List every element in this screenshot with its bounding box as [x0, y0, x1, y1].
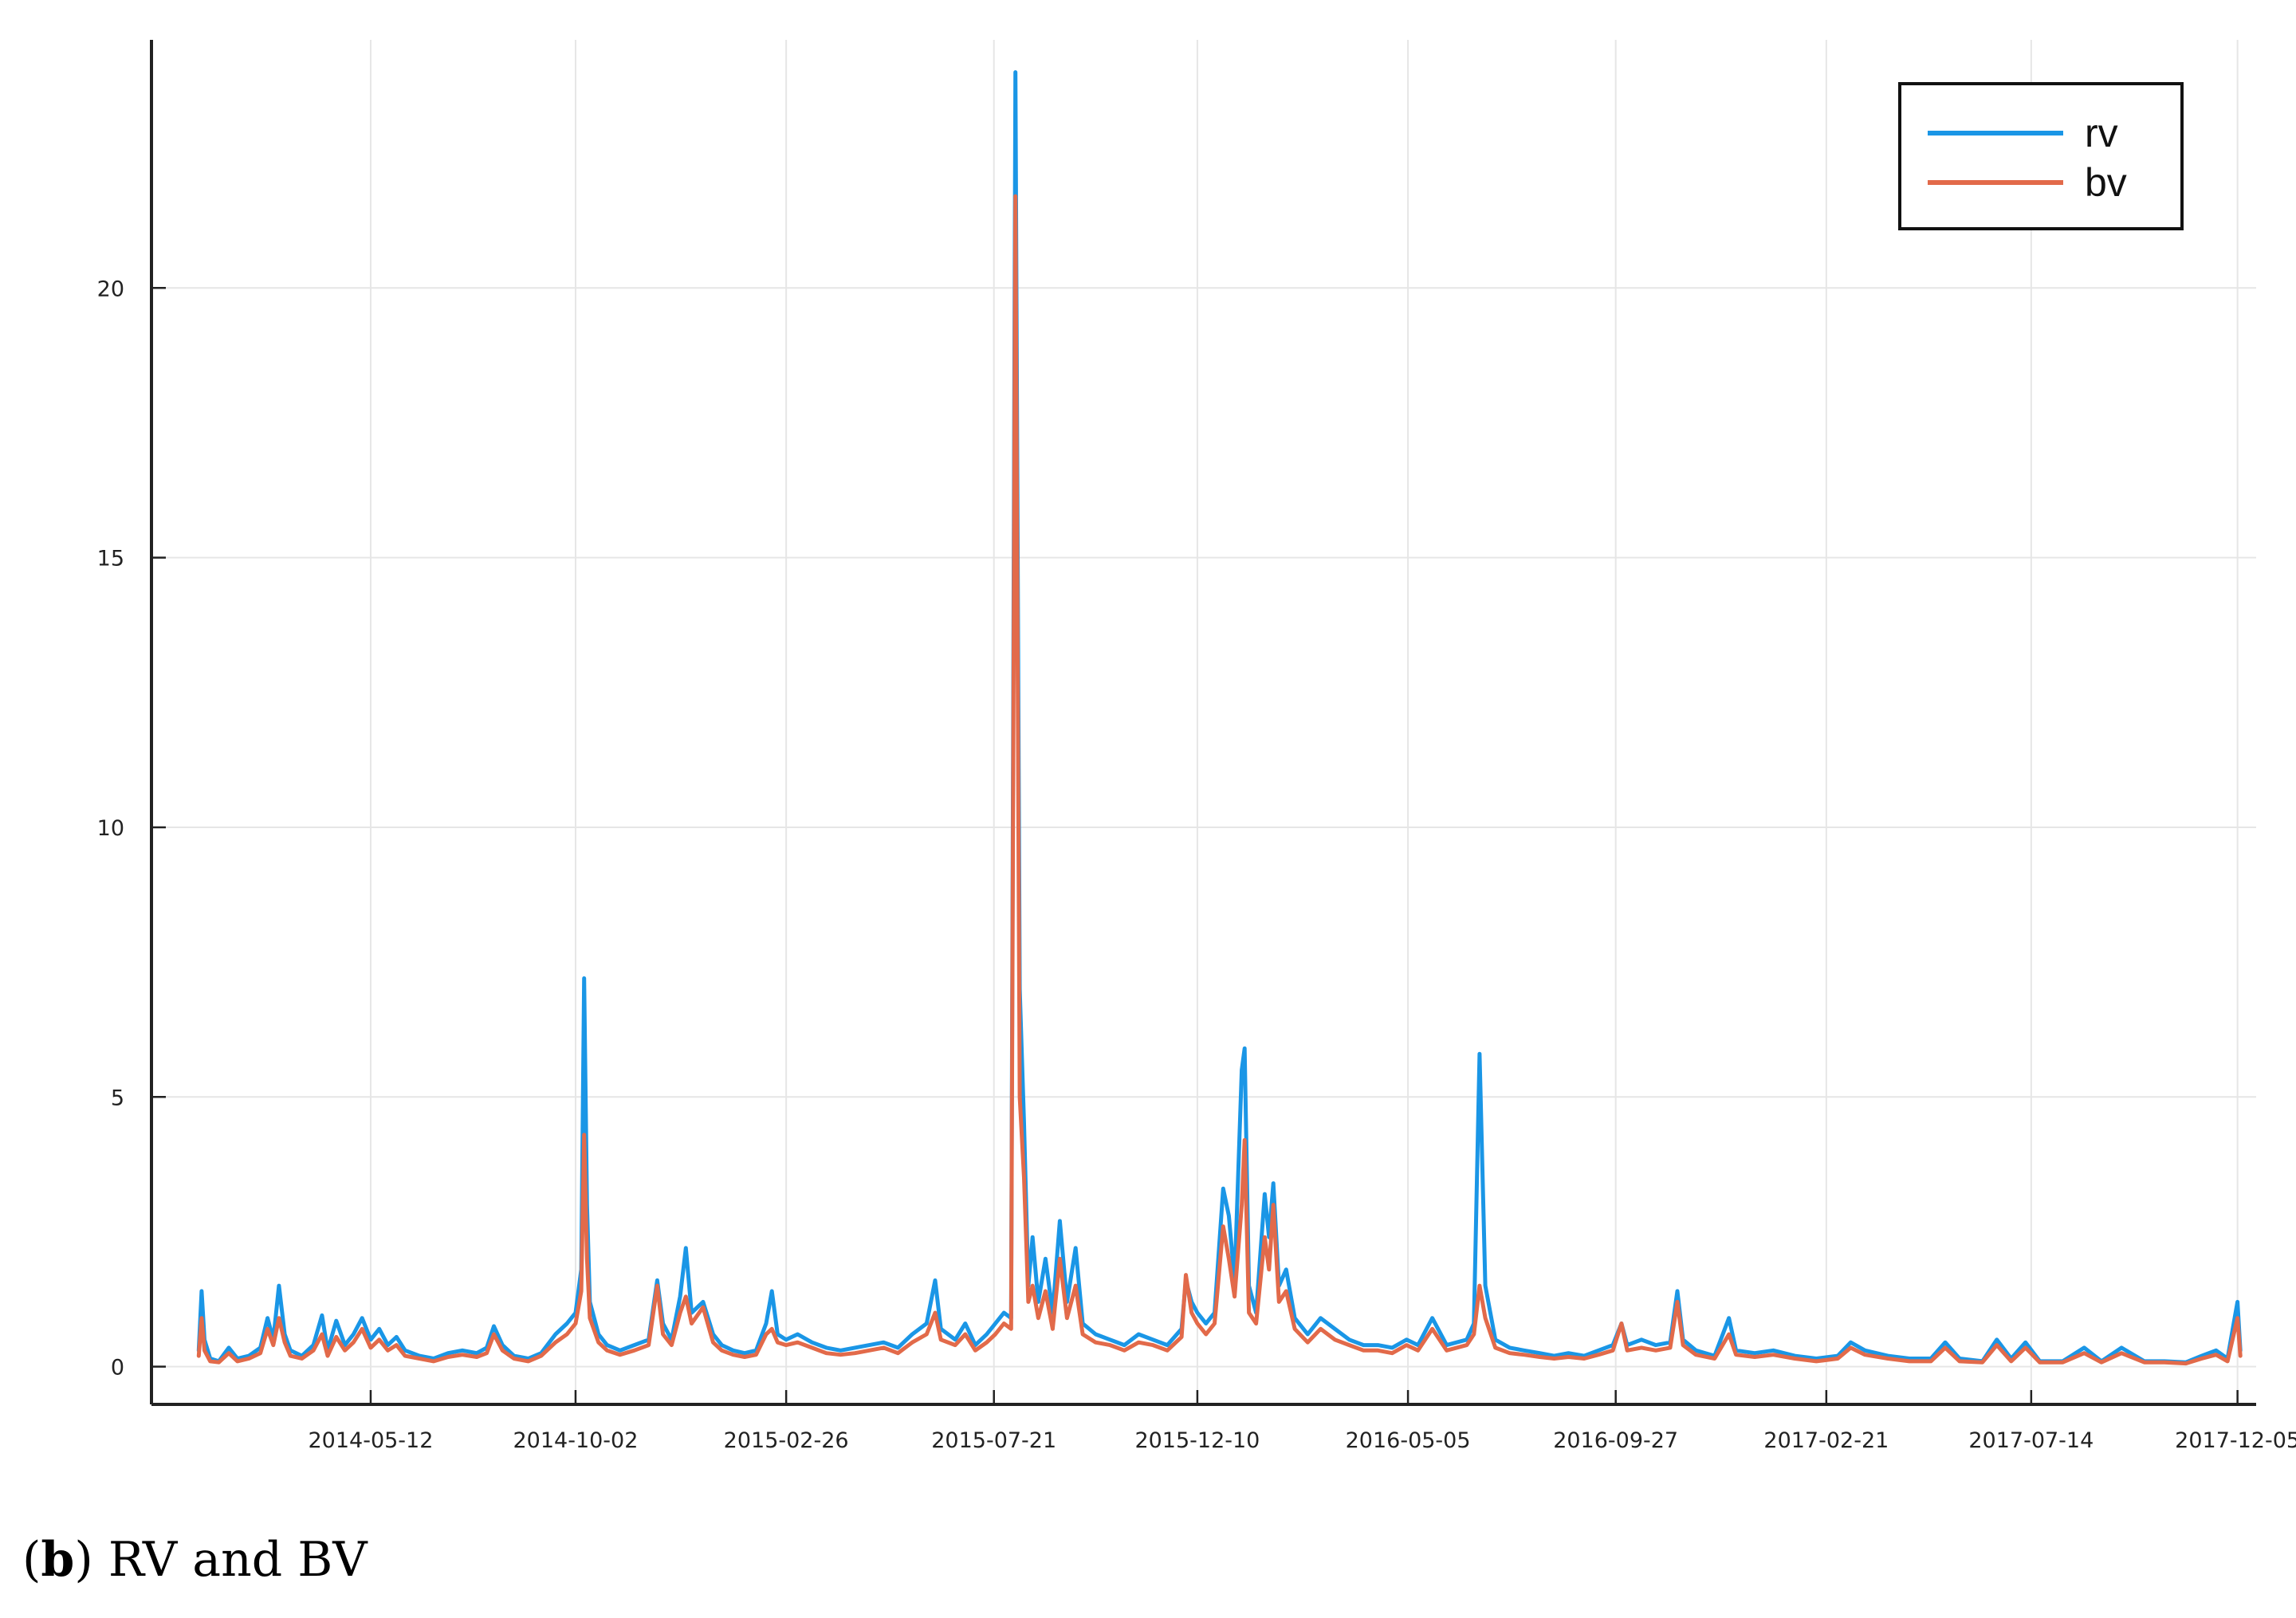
y-tick-label: 20 [97, 277, 124, 301]
x-tick-label: 2015-12-10 [1134, 1428, 1260, 1453]
x-tick-label: 2015-02-26 [724, 1428, 849, 1453]
caption-panel-letter: b [41, 1532, 75, 1588]
legend: rv bv [1898, 82, 2184, 230]
x-tick-label: 2015-07-21 [931, 1428, 1056, 1453]
series-line-bv [196, 194, 2243, 1366]
legend-box [1898, 82, 2184, 230]
x-axis: 2014-05-12 2014-10-02 2015-02-26 2015-07-21… [309, 1390, 2296, 1453]
y-tick-label: 15 [97, 547, 124, 571]
axes [150, 40, 2256, 1406]
x-tick-label: 2017-07-14 [1968, 1428, 2094, 1453]
x-tick-label: 2016-09-27 [1553, 1428, 1678, 1453]
figure-caption: (b) RV and BV [22, 1532, 368, 1588]
caption-text: RV and BV [108, 1532, 368, 1588]
y-tick-label: 0 [111, 1356, 124, 1380]
series-lines [196, 70, 2243, 1366]
legend-label-rv: rv [2085, 111, 2118, 155]
grid [151, 40, 2256, 1404]
x-tick-label: 2017-02-21 [1763, 1428, 1889, 1453]
x-tick-label: 2017-12-05 [2175, 1428, 2296, 1453]
y-axis: 0 5 10 15 20 [97, 277, 166, 1380]
legend-label-bv: bv [2085, 160, 2127, 205]
x-tick-label: 2014-05-12 [309, 1428, 434, 1453]
x-tick-label: 2014-10-02 [513, 1428, 638, 1453]
y-tick-label: 5 [111, 1086, 124, 1110]
y-tick-label: 10 [97, 816, 124, 841]
series-line-rv [196, 70, 2243, 1365]
chart: 2014-05-12 2014-10-02 2015-02-26 2015-07-21… [97, 40, 2296, 1453]
x-tick-label: 2016-05-05 [1346, 1428, 1471, 1453]
